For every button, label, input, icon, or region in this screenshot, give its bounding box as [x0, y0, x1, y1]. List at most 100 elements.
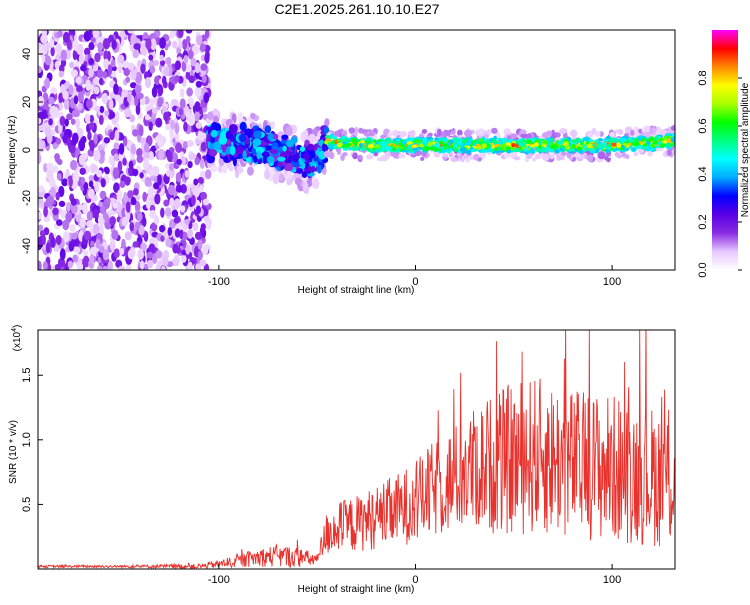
- spectrogram-cell: [112, 167, 120, 180]
- spectrogram-cell: [134, 71, 143, 84]
- spectrogram-xtick-label: 0: [412, 276, 418, 288]
- spectrogram-cell: [538, 144, 542, 149]
- spectrogram-cell: [52, 165, 59, 173]
- spectrogram-cell: [331, 141, 336, 145]
- spectrogram-cell: [278, 173, 285, 183]
- spectrogram-cell: [621, 151, 626, 158]
- spectrogram-cell: [110, 59, 116, 68]
- spectrogram-cell: [77, 262, 84, 270]
- spectrogram-cell: [79, 167, 86, 176]
- spectrogram-cell: [444, 130, 451, 136]
- spectrogram-cell: [97, 42, 104, 51]
- spectrogram-cell: [267, 132, 274, 141]
- snr-xtick-label: 100: [603, 574, 621, 586]
- colorbar-tick-label: 0.2: [697, 214, 709, 229]
- spectrogram-cell: [86, 220, 91, 228]
- spectrogram-cell: [94, 181, 100, 193]
- spectrogram-cell: [58, 92, 64, 104]
- spectrogram-cell: [185, 35, 191, 43]
- spectrogram-cell: [281, 134, 289, 140]
- spectrogram-cell: [58, 200, 66, 208]
- spectrogram-cell: [200, 223, 206, 231]
- spectrogram-cell: [490, 127, 498, 134]
- spectrogram-cell: [272, 172, 280, 185]
- spectrogram-cell: [637, 135, 642, 142]
- spectrogram-cell: [129, 82, 137, 89]
- spectrogram-cell: [136, 155, 144, 164]
- spectrogram-cell: [55, 234, 62, 246]
- spectrogram-cell: [134, 201, 141, 213]
- spectrogram-cell: [401, 140, 408, 145]
- spectrogram-cell: [567, 148, 574, 152]
- spectrogram-cell: [193, 178, 199, 186]
- spectrogram-cell: [96, 169, 103, 178]
- spectrogram-ytick-label: -40: [21, 238, 33, 254]
- snr-xtick-label: 0: [412, 574, 418, 586]
- spectrogram-cell: [101, 92, 109, 105]
- spectrogram-cell: [453, 143, 458, 149]
- spectrogram-cell: [616, 142, 621, 148]
- spectrogram-cell: [94, 52, 101, 63]
- spectrogram-cell: [587, 132, 594, 137]
- spectrogram-cell: [497, 146, 501, 151]
- spectrogram-cell: [414, 150, 422, 157]
- spectrogram-cell: [155, 117, 163, 128]
- spectrogram-cell: [487, 147, 492, 152]
- spectrogram-cell: [366, 154, 374, 160]
- spectrogram-cell: [38, 117, 42, 125]
- spectrogram-cell: [91, 164, 98, 173]
- spectrogram-cell: [194, 62, 201, 74]
- spectrogram-cell: [75, 76, 82, 84]
- spectrogram-cell: [154, 193, 161, 205]
- spectrogram-cell: [80, 176, 86, 185]
- spectrogram-cell: [143, 142, 150, 153]
- spectrogram-cell: [183, 54, 189, 64]
- spectrogram-cell: [89, 140, 95, 152]
- spectrogram-xtick-label: -100: [208, 276, 230, 288]
- spectrogram-cell: [399, 143, 405, 147]
- spectrogram-cell: [54, 60, 60, 70]
- spectrogram-cell: [103, 137, 111, 144]
- spectrogram-cell: [71, 132, 79, 145]
- spectrogram-cell: [103, 58, 110, 70]
- spectrogram-cell: [639, 140, 643, 145]
- spectrogram-cell: [195, 80, 202, 88]
- spectrogram-cell: [512, 143, 519, 148]
- spectrogram-cell: [102, 212, 108, 221]
- spectrogram-cell: [194, 109, 200, 122]
- spectrogram-xtick-label: 100: [603, 276, 621, 288]
- spectrogram-cell: [197, 239, 203, 250]
- spectrogram-cell: [390, 144, 395, 148]
- spectrogram-cell: [403, 145, 407, 151]
- spectrogram-cell: [179, 98, 186, 109]
- spectrogram-cell: [155, 263, 161, 270]
- spectrogram-cell: [70, 69, 78, 78]
- spectrogram-cell: [96, 265, 103, 270]
- spectrogram-cell: [367, 132, 375, 137]
- spectrogram-cell: [398, 131, 407, 138]
- spectrogram-cell: [139, 172, 144, 179]
- spectrogram-cell: [44, 55, 52, 66]
- spectrogram-cell: [96, 69, 104, 79]
- spectrogram-cell: [204, 52, 210, 64]
- spectrogram-cell: [113, 153, 119, 162]
- spectrogram-cell: [49, 38, 55, 48]
- spectrogram-cell: [450, 157, 458, 162]
- spectrogram-cell: [117, 54, 125, 63]
- spectrogram-cell: [351, 137, 356, 143]
- spectrogram-cell: [174, 122, 180, 135]
- spectrogram-cell: [38, 105, 43, 112]
- spectrogram-cell: [529, 144, 536, 148]
- spectrogram-cell: [284, 162, 294, 172]
- spectrogram-cell: [212, 115, 219, 124]
- spectrogram-cell: [150, 38, 157, 51]
- spectrogram-cell: [307, 143, 315, 152]
- spectrogram-cell: [589, 150, 596, 154]
- spectrogram-cell: [448, 139, 454, 145]
- spectrogram-cell: [119, 180, 126, 188]
- spectrogram-cell: [510, 133, 518, 139]
- spectrogram-cell: [218, 164, 223, 173]
- spectrogram-cell: [88, 67, 94, 78]
- spectrogram-ticks: -100 0 100 -40 -20 0 20 40: [21, 48, 621, 288]
